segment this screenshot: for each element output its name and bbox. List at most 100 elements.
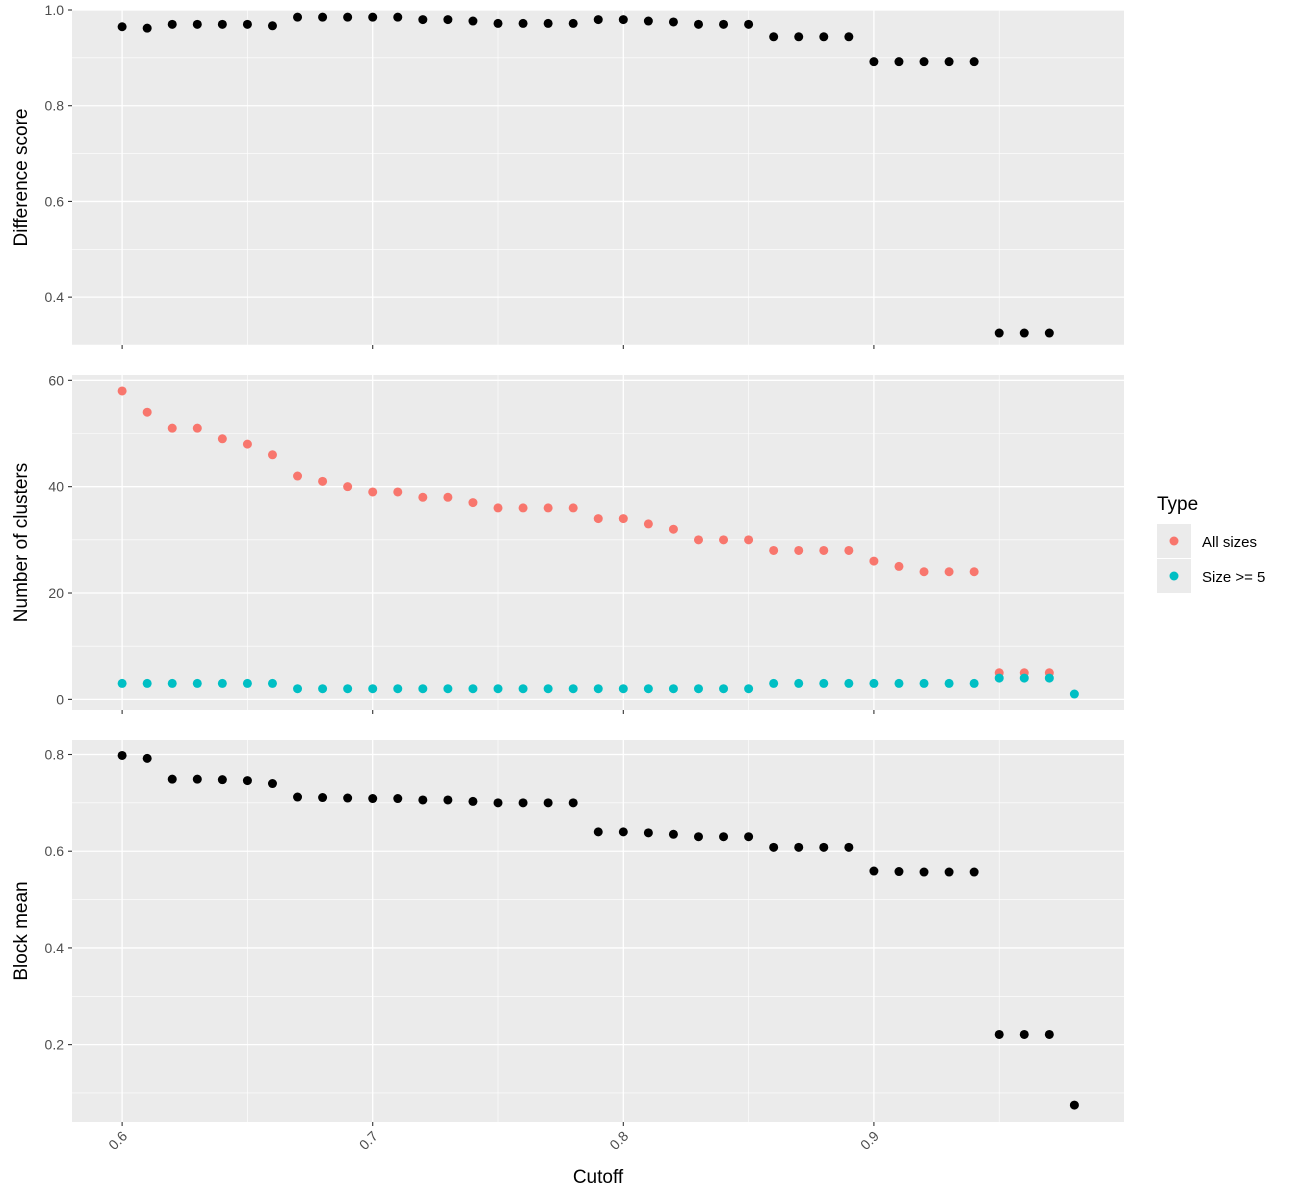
difference-score-point-points [293,12,303,22]
number-of-clusters-point-size-5 [643,684,653,694]
number-of-clusters-point-all-sizes [919,567,929,577]
number-of-clusters-point-all-sizes [493,503,503,513]
number-of-clusters-point-all-sizes [518,503,528,513]
number-of-clusters-point-all-sizes [643,519,653,529]
number-of-clusters-y-tick-label: 40 [48,479,64,495]
block-mean-panel-background [72,740,1124,1122]
number-of-clusters-point-size-5 [794,678,804,688]
block-mean-point-points [293,792,303,802]
number-of-clusters-point-size-5 [894,678,904,688]
number-of-clusters-point-all-sizes [618,514,628,524]
number-of-clusters-point-size-5 [543,684,553,694]
number-of-clusters-point-size-5 [142,678,152,688]
number-of-clusters-point-all-sizes [117,386,127,396]
block-mean-point-points [318,793,328,803]
number-of-clusters-y-axis-title: Number of clusters [11,463,32,622]
number-of-clusters-y-tick-label: 0 [56,691,64,707]
number-of-clusters-point-all-sizes [318,476,328,486]
block-mean-point-points [543,798,553,808]
block-mean-point-points [267,779,277,789]
number-of-clusters-point-size-5 [418,684,428,694]
number-of-clusters-point-all-sizes [568,503,578,513]
panels-group: 0.4 0.6 0.8 1.0 Difference score 0 20 40 60 Numbe… [11,2,1124,1153]
number-of-clusters-point-all-sizes [443,492,453,502]
block-mean-point-points [593,827,603,837]
block-mean-point-points [343,793,353,803]
number-of-clusters-point-size-5 [1069,689,1079,699]
difference-score-point-points [418,15,428,25]
number-of-clusters-point-size-5 [969,678,979,688]
block-mean-point-points [393,794,403,804]
number-of-clusters-point-all-sizes [844,545,854,555]
legend-title: Type [1157,494,1198,515]
x-tick-label: 0.9 [857,1128,882,1153]
difference-score-point-points [368,12,378,22]
legend-label-all-sizes: All sizes [1202,534,1257,551]
block-mean-point-points [944,867,954,877]
number-of-clusters-point-size-5 [744,684,754,694]
block-mean-point-points [994,1029,1004,1039]
block-mean-point-points [744,832,754,842]
number-of-clusters-point-size-5 [117,678,127,688]
number-of-clusters-point-all-sizes [142,407,152,417]
difference-score-point-points [217,19,227,29]
legend-key-size-5 [1169,571,1179,581]
difference-score-point-points [117,22,127,32]
block-mean-point-points [618,827,628,837]
number-of-clusters-point-all-sizes [894,561,904,571]
number-of-clusters-point-size-5 [568,684,578,694]
block-mean-y-axis-title: Block mean [11,881,32,980]
number-of-clusters-point-all-sizes [944,567,954,577]
legend-label-size-5: Size >= 5 [1202,569,1265,586]
difference-score-point-points [343,12,353,22]
number-of-clusters-point-size-5 [368,684,378,694]
number-of-clusters-point-all-sizes [242,439,252,449]
legend: Type All sizes Size >= 5 [1157,494,1265,593]
number-of-clusters-point-all-sizes [819,545,829,555]
difference-score-point-points [518,18,528,28]
difference-score-point-points [693,19,703,29]
block-mean-y-tick-label: 0.4 [45,940,65,956]
difference-score-point-points [318,12,328,22]
block-mean-y-tick-label: 0.8 [45,747,65,763]
difference-score-point-points [844,32,854,42]
difference-score-point-points [167,19,177,29]
block-mean-point-points [443,795,453,805]
difference-score-point-points [919,57,929,67]
block-mean-point-points [844,842,854,852]
number-of-clusters-point-all-sizes [167,423,177,433]
number-of-clusters-point-size-5 [593,684,603,694]
block-mean-point-points [819,842,829,852]
difference-score-point-points [142,23,152,33]
block-mean-point-points [919,867,929,877]
difference-score-point-points [769,32,779,42]
difference-score-point-points [744,19,754,29]
number-of-clusters-point-size-5 [819,678,829,688]
block-mean-point-points [1019,1029,1029,1039]
difference-score-y-axis-title: Difference score [11,109,32,247]
difference-score-point-points [468,16,478,26]
number-of-clusters-point-size-5 [318,684,328,694]
number-of-clusters-y-tick-label: 20 [48,585,64,601]
number-of-clusters-point-size-5 [769,678,779,688]
difference-score-y-tick-label: 0.6 [45,193,65,209]
number-of-clusters-point-size-5 [944,678,954,688]
x-tick-label: 0.7 [356,1128,381,1153]
number-of-clusters-point-all-sizes [468,498,478,508]
number-of-clusters-point-all-sizes [368,487,378,497]
number-of-clusters-point-all-sizes [744,535,754,545]
number-of-clusters-point-size-5 [919,678,929,688]
number-of-clusters-point-size-5 [443,684,453,694]
number-of-clusters-point-size-5 [844,678,854,688]
number-of-clusters-point-size-5 [1044,673,1054,683]
difference-score-point-points [393,12,403,22]
number-of-clusters-point-size-5 [668,684,678,694]
block-mean-point-points [668,829,678,839]
difference-score-point-points [1044,328,1054,338]
number-of-clusters-point-size-5 [869,678,879,688]
block-mean-point-points [568,798,578,808]
difference-score-point-points [819,32,829,42]
difference-score-point-points [493,18,503,28]
difference-score-point-points [668,17,678,27]
block-mean-point-points [117,750,127,760]
